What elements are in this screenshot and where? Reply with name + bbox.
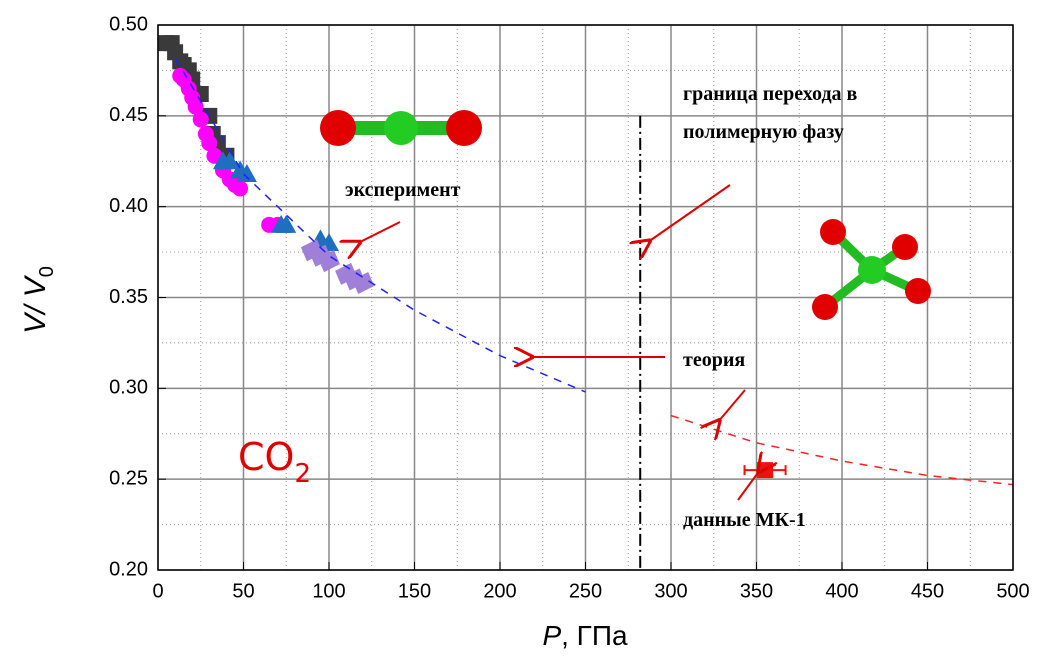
annotation: граница перехода в — [683, 83, 858, 105]
x-tick-label: 250 — [569, 580, 602, 602]
formula-text: CO — [238, 435, 294, 479]
y-label-sub: 0 — [36, 266, 58, 277]
x-tick-label: 100 — [312, 580, 345, 602]
atom — [820, 219, 846, 245]
annotation: полимерную фазу — [683, 121, 844, 143]
x-tick-label: 300 — [654, 580, 687, 602]
y-tick-label: 0.45 — [109, 104, 148, 126]
x-tick-label: 150 — [398, 580, 431, 602]
annotation: данные МК-1 — [683, 509, 806, 531]
theory-line — [175, 58, 585, 392]
point — [193, 111, 209, 127]
atom — [812, 294, 838, 320]
x-tick-label: 500 — [996, 580, 1029, 602]
atom — [858, 256, 886, 284]
x-tick-label: 450 — [911, 580, 944, 602]
formula-sub: 2 — [294, 459, 311, 489]
atom — [892, 234, 918, 260]
y-tick-label: 0.40 — [109, 195, 148, 217]
polymer-molecule — [812, 219, 931, 320]
x-axis-label: P, ГПа — [542, 620, 628, 651]
co2-molecule — [320, 110, 482, 146]
arrow — [718, 390, 745, 422]
y-tick-label: 0.30 — [109, 377, 148, 399]
x-label-var: P — [542, 620, 561, 651]
x-tick-label: 50 — [232, 580, 254, 602]
formula: CO2 — [238, 435, 311, 489]
y-tick-label: 0.25 — [109, 467, 148, 489]
x-tick-label: 350 — [740, 580, 773, 602]
y-tick-label: 0.35 — [109, 286, 148, 308]
x-tick-label: 0 — [152, 580, 163, 602]
x-label-unit: , ГПа — [561, 620, 628, 651]
atom — [320, 110, 356, 146]
arrow — [358, 222, 400, 243]
y-tick-label: 0.50 — [109, 13, 148, 35]
point — [232, 181, 248, 197]
atom — [905, 278, 931, 304]
grid — [158, 25, 1013, 570]
atom — [446, 110, 482, 146]
annotation: эксперимент — [345, 179, 461, 201]
x-tick-label: 400 — [825, 580, 858, 602]
y-axis-label: V/ V0 — [19, 266, 58, 334]
y-label-var: V/ V — [19, 274, 52, 334]
chart: граница перехода в полимерную фазу экспе… — [0, 0, 1040, 658]
y-tick-label: 0.20 — [109, 558, 148, 580]
annotation: теория — [683, 349, 745, 371]
x-tick-label: 200 — [483, 580, 516, 602]
atom — [384, 111, 418, 145]
arrow — [648, 185, 730, 242]
